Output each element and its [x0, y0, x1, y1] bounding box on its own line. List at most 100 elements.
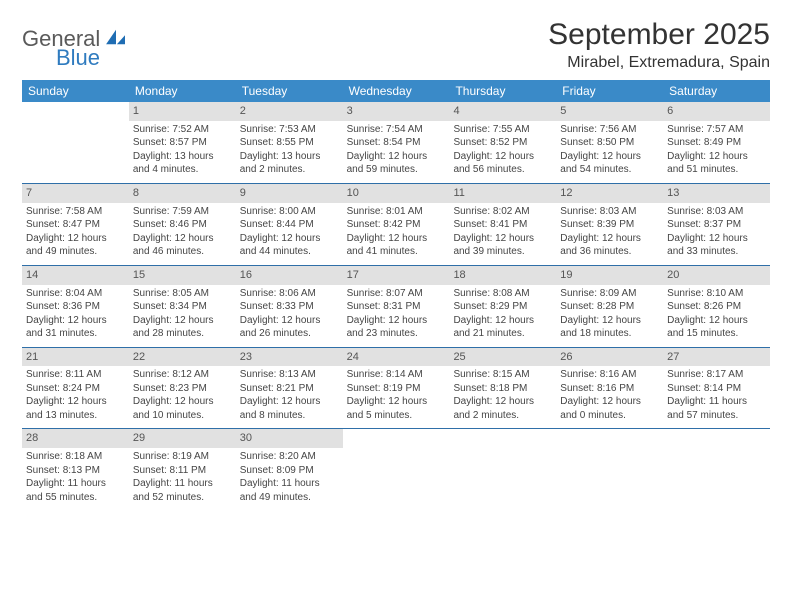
daylight1-text: Daylight: 12 hours [347, 232, 446, 246]
daylight2-text: and 31 minutes. [26, 327, 125, 341]
header: General Blue September 2025 Mirabel, Ext… [22, 18, 770, 72]
daylight2-text: and 28 minutes. [133, 327, 232, 341]
daylight2-text: and 51 minutes. [667, 163, 766, 177]
sunrise-text: Sunrise: 8:04 AM [26, 287, 125, 301]
brand-text: General Blue [22, 28, 127, 69]
day-number [556, 429, 663, 448]
daylight2-text: and 46 minutes. [133, 245, 232, 259]
day-number [449, 429, 556, 448]
sunrise-text: Sunrise: 7:56 AM [560, 123, 659, 137]
daylight1-text: Daylight: 12 hours [347, 395, 446, 409]
day-number: 30 [236, 429, 343, 448]
day-number: 2 [236, 102, 343, 121]
daylight2-text: and 52 minutes. [133, 491, 232, 505]
week-row: 7Sunrise: 7:58 AMSunset: 8:47 PMDaylight… [22, 184, 770, 266]
sunrise-text: Sunrise: 7:53 AM [240, 123, 339, 137]
day-number: 24 [343, 348, 450, 367]
day-number: 16 [236, 266, 343, 285]
sunrise-text: Sunrise: 8:00 AM [240, 205, 339, 219]
sunset-text: Sunset: 8:19 PM [347, 382, 446, 396]
sunset-text: Sunset: 8:26 PM [667, 300, 766, 314]
day-cell: 23Sunrise: 8:13 AMSunset: 8:21 PMDayligh… [236, 348, 343, 429]
day-cell: 15Sunrise: 8:05 AMSunset: 8:34 PMDayligh… [129, 266, 236, 347]
sunset-text: Sunset: 8:55 PM [240, 136, 339, 150]
daylight2-text: and 59 minutes. [347, 163, 446, 177]
sunset-text: Sunset: 8:50 PM [560, 136, 659, 150]
sunset-text: Sunset: 8:54 PM [347, 136, 446, 150]
day-cell: 10Sunrise: 8:01 AMSunset: 8:42 PMDayligh… [343, 184, 450, 265]
day-number: 1 [129, 102, 236, 121]
sunrise-text: Sunrise: 7:57 AM [667, 123, 766, 137]
daylight2-text: and 55 minutes. [26, 491, 125, 505]
daylight2-text: and 21 minutes. [453, 327, 552, 341]
sunset-text: Sunset: 8:18 PM [453, 382, 552, 396]
day-cell: 1Sunrise: 7:52 AMSunset: 8:57 PMDaylight… [129, 102, 236, 183]
daylight1-text: Daylight: 12 hours [240, 395, 339, 409]
day-cell: 5 Sunrise: 7:56 AMSunset: 8:50 PMDaylight… [556, 102, 663, 183]
sunset-text: Sunset: 8:09 PM [240, 464, 339, 478]
day-cell: 13Sunrise: 8:03 AMSunset: 8:37 PMDayligh… [663, 184, 770, 265]
daylight1-text: Daylight: 11 hours [667, 395, 766, 409]
weekday-header-row: Sunday Monday Tuesday Wednesday Thursday… [22, 80, 770, 102]
day-number: 14 [22, 266, 129, 285]
day-number: 5 [556, 102, 663, 121]
brand-logo: General Blue [22, 18, 127, 69]
day-number: 22 [129, 348, 236, 367]
weekday-header: Tuesday [236, 80, 343, 102]
sunset-text: Sunset: 8:37 PM [667, 218, 766, 232]
week-row: 21Sunrise: 8:11 AMSunset: 8:24 PMDayligh… [22, 348, 770, 430]
day-number: 8 [129, 184, 236, 203]
day-number: 7 [22, 184, 129, 203]
daylight2-text: and 0 minutes. [560, 409, 659, 423]
day-cell: 16Sunrise: 8:06 AMSunset: 8:33 PMDayligh… [236, 266, 343, 347]
sunrise-text: Sunrise: 7:54 AM [347, 123, 446, 137]
sunrise-text: Sunrise: 8:02 AM [453, 205, 552, 219]
day-number: 21 [22, 348, 129, 367]
sunrise-text: Sunrise: 8:15 AM [453, 368, 552, 382]
day-cell: 22Sunrise: 8:12 AMSunset: 8:23 PMDayligh… [129, 348, 236, 429]
day-number: 20 [663, 266, 770, 285]
sunrise-text: Sunrise: 7:58 AM [26, 205, 125, 219]
daylight1-text: Daylight: 12 hours [560, 150, 659, 164]
sunrise-text: Sunrise: 8:01 AM [347, 205, 446, 219]
sunrise-text: Sunrise: 8:07 AM [347, 287, 446, 301]
daylight2-text: and 54 minutes. [560, 163, 659, 177]
day-cell: 26Sunrise: 8:16 AMSunset: 8:16 PMDayligh… [556, 348, 663, 429]
daylight1-text: Daylight: 12 hours [26, 395, 125, 409]
weekday-header: Wednesday [343, 80, 450, 102]
daylight1-text: Daylight: 12 hours [560, 395, 659, 409]
page-title: September 2025 [548, 18, 770, 52]
day-number: 19 [556, 266, 663, 285]
day-number: 12 [556, 184, 663, 203]
title-block: September 2025 Mirabel, Extremadura, Spa… [548, 18, 770, 72]
sunset-text: Sunset: 8:49 PM [667, 136, 766, 150]
day-number: 15 [129, 266, 236, 285]
daylight1-text: Daylight: 13 hours [133, 150, 232, 164]
day-cell [343, 429, 450, 510]
sunrise-text: Sunrise: 8:17 AM [667, 368, 766, 382]
sunset-text: Sunset: 8:24 PM [26, 382, 125, 396]
sunrise-text: Sunrise: 8:08 AM [453, 287, 552, 301]
day-cell [22, 102, 129, 183]
sunrise-text: Sunrise: 8:06 AM [240, 287, 339, 301]
daylight2-text: and 2 minutes. [453, 409, 552, 423]
daylight2-text: and 41 minutes. [347, 245, 446, 259]
sunset-text: Sunset: 8:14 PM [667, 382, 766, 396]
day-cell: 9Sunrise: 8:00 AMSunset: 8:44 PMDaylight… [236, 184, 343, 265]
day-number [663, 429, 770, 448]
day-cell: 19Sunrise: 8:09 AMSunset: 8:28 PMDayligh… [556, 266, 663, 347]
daylight2-text: and 18 minutes. [560, 327, 659, 341]
daylight1-text: Daylight: 12 hours [133, 232, 232, 246]
weekday-header: Friday [556, 80, 663, 102]
daylight2-text: and 13 minutes. [26, 409, 125, 423]
day-cell: 14Sunrise: 8:04 AMSunset: 8:36 PMDayligh… [22, 266, 129, 347]
sunrise-text: Sunrise: 8:03 AM [560, 205, 659, 219]
sunset-text: Sunset: 8:42 PM [347, 218, 446, 232]
daylight1-text: Daylight: 12 hours [667, 232, 766, 246]
week-row: 28Sunrise: 8:18 AMSunset: 8:13 PMDayligh… [22, 429, 770, 510]
week-row: 1Sunrise: 7:52 AMSunset: 8:57 PMDaylight… [22, 102, 770, 184]
day-number: 13 [663, 184, 770, 203]
day-cell: 11Sunrise: 8:02 AMSunset: 8:41 PMDayligh… [449, 184, 556, 265]
daylight1-text: Daylight: 11 hours [240, 477, 339, 491]
day-cell: 25Sunrise: 8:15 AMSunset: 8:18 PMDayligh… [449, 348, 556, 429]
